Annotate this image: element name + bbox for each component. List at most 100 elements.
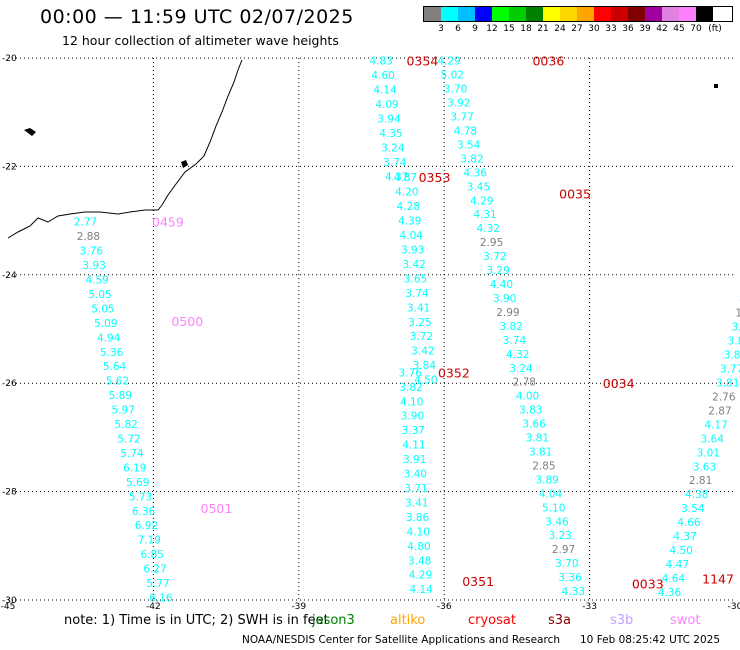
satellite-label: s3a [548,613,572,628]
wave-height-label: 2.87 [708,405,731,417]
wave-height-label: 3.41 [407,302,430,314]
wave-height-label: 5.36 [100,347,124,359]
legend-tick-label: 45 [673,24,685,34]
wave-height-label: 3.54 [681,503,705,515]
satellite-label: cryosat [468,613,516,628]
lon-tick-label: -39 [291,602,306,610]
wave-height-label: 4.20 [395,187,418,199]
wave-height-label: 4.00 [516,391,539,403]
legend-unit: (ft) [708,24,722,34]
wave-height-label: 6.19 [123,462,146,474]
wave-height-label: 3.72 [410,331,433,343]
wave-height-label: 7.19 [138,535,161,547]
wave-height-label: 2.88 [77,231,100,243]
wave-height-label: 3.86 [406,512,430,524]
wave-height-label: 3.89 [535,474,558,486]
legend-swatch [509,7,526,21]
wave-height-label: 6.16 [149,593,173,605]
pass-time-label: 0354 [406,54,438,69]
wave-height-label: 3.37 [401,425,424,437]
legend-tick-label: 21 [537,24,549,34]
wave-height-label: 5.64 [103,361,127,373]
lat-tick-label: -20 [2,54,17,64]
wave-height-label: 3.74 [383,157,407,169]
footer-note: note: 1) Time is in UTC; 2) SWH is in fe… [64,613,329,628]
wave-height-label: 3.77 [720,364,740,376]
wave-height-label: 4.33 [562,586,585,598]
wave-height-label: 4.11 [402,440,425,452]
pass-time-label: 0033 [632,577,664,592]
legend-swatch [441,7,458,21]
wave-height-label: 5.97 [112,405,135,417]
legend-swatch [424,7,441,21]
wave-height-label: 4.32 [506,349,529,361]
wave-height-label: 3.24 [381,142,405,154]
wave-height-label: 3.91 [732,322,740,334]
wave-height-label: 3.76 [399,367,423,379]
wave-height-label: 4.36 [658,587,682,599]
wave-height-label: 6.85 [141,549,164,561]
legend-swatch [679,7,696,21]
legend-swatch [492,7,509,21]
legend-tick-label: 24 [554,24,566,34]
wave-height-label: 4.29 [437,56,460,68]
wave-height-label: 3.70 [444,84,467,96]
wave-height-label: 5.69 [126,477,149,489]
wave-height-label: 3.93 [83,260,106,272]
wave-height-label: 3.82 [460,153,483,165]
wave-height-label: 5.74 [120,448,144,460]
wave-height-label: 4.60 [371,70,394,82]
wave-height-label: 3.90 [401,411,424,423]
wave-height-label: 4.32 [477,223,500,235]
wave-height-map: 2.77 2.88 3.76 3.93 4.59 5.05 5.05 5.09 4.94 5.36… [1,54,740,610]
wave-height-label: 4.59 [85,275,108,287]
legend-tick-label: 18 [520,24,532,34]
wave-height-label: 3.74 [405,288,429,300]
legend-swatch [543,7,560,21]
wave-height-label: 3.41 [405,497,428,509]
legend-swatch [560,7,577,21]
wave-height-label: 4.64 [662,573,686,585]
wave-height-label: 5.82 [114,419,137,431]
pass-time-label: 0036 [532,54,564,69]
satellite-label: altiko [390,613,426,628]
page-title: 00:00 — 11:59 UTC 02/07/2025 [40,6,354,28]
satellite-label: jason3 [312,613,355,628]
wave-height-label: 3.76 [80,246,104,258]
footer-timestamp: 10 Feb 08:25:42 UTC 2025 [580,634,720,646]
wave-height-label: 3.81 [529,446,552,458]
wave-height-label: 3.42 [411,346,434,358]
wave-height-label: 4.87 [394,172,417,184]
wave-height-label: 2.99 [496,307,519,319]
wave-height-label: 2.95 [480,237,503,249]
lat-tick-label: -26 [2,379,17,389]
pass-time-label: 1147 [702,571,734,586]
legend-tick-label: 42 [656,24,668,34]
wave-height-label: 4.35 [379,128,402,140]
pass-time-label: 0501 [201,501,233,516]
satellite-label: swot [670,613,701,628]
wave-height-label: 2.85 [532,460,555,472]
legend-tick-label: 33 [605,24,617,34]
wave-height-label: 6.27 [143,564,166,576]
wave-height-label: 1.38 [735,308,740,320]
legend-swatch [594,7,611,21]
wave-height-label: 4.38 [685,489,708,501]
pass-time-label: 0500 [171,314,203,329]
wave-height-label: 3.23 [549,530,572,542]
island-path [181,160,188,168]
legend-tick-label: 12 [486,24,498,34]
legend-tick-label: 39 [639,24,651,34]
wave-height-label: 4.50 [670,545,693,557]
wave-height-label: 3.72 [483,251,506,263]
island-path [714,84,718,88]
lon-tick-label: -33 [582,602,597,610]
pass-time-label: 0035 [559,187,591,202]
wave-height-label: 3.70 [555,558,578,570]
page-subtitle: 12 hour collection of altimeter wave hei… [62,33,339,48]
legend-tick-label: 27 [571,24,583,34]
wave-height-label: 3.63 [693,461,716,473]
color-legend: 3 6 9 12 15 18 21 24 27 30 33 36 39 42 45 70 (ft) [423,6,733,36]
pass-time-label: 0459 [152,215,184,230]
wave-height-label: 3.84 [413,360,437,372]
